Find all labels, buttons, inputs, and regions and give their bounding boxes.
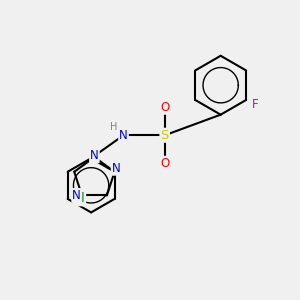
Text: H: H [110, 122, 118, 132]
Text: N: N [119, 129, 128, 142]
Text: N: N [112, 162, 120, 175]
Text: N: N [90, 149, 99, 162]
Text: O: O [160, 157, 169, 170]
Text: N: N [72, 189, 81, 202]
Text: F: F [252, 98, 258, 111]
Text: O: O [160, 101, 169, 114]
Text: S: S [160, 129, 169, 142]
Text: Cl: Cl [74, 192, 85, 206]
